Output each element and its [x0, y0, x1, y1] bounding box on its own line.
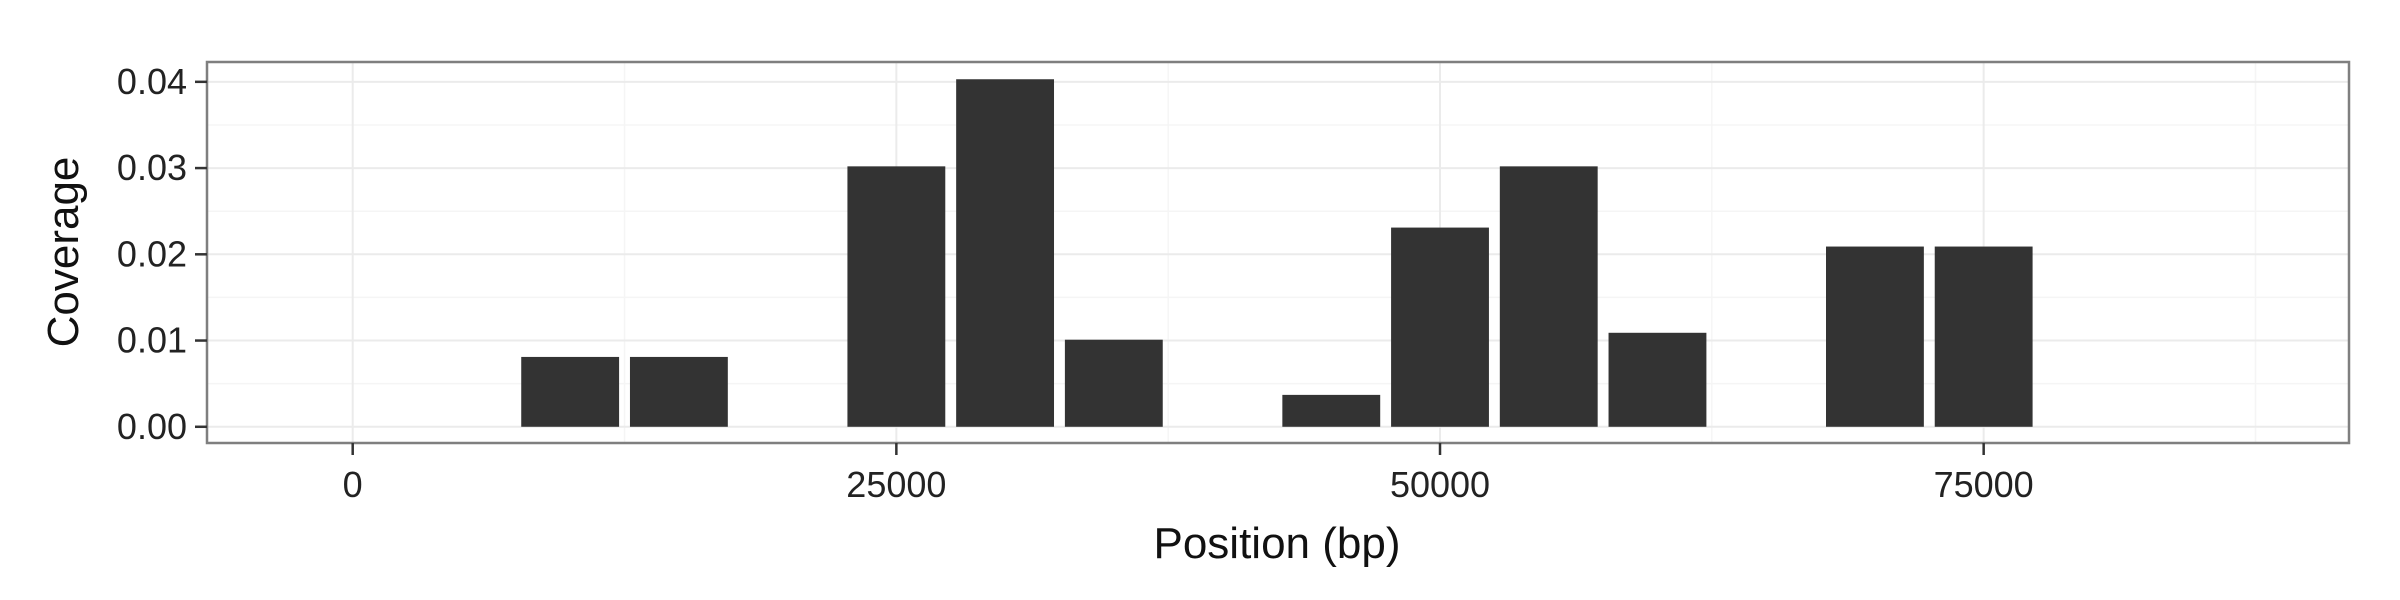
bar-75000: [1934, 246, 2033, 427]
y-tick-label: 0.01: [117, 320, 187, 361]
bar-30000: [956, 79, 1055, 427]
bar-45000: [1282, 394, 1381, 427]
bar-70000: [1826, 246, 1924, 427]
bar-10000: [521, 356, 620, 427]
bar-35000: [1064, 339, 1163, 427]
bar-50000: [1391, 227, 1489, 427]
x-tick-label: 25000: [846, 464, 946, 505]
plot-panel-border: [205, 60, 2351, 445]
bars-layer: [521, 79, 2033, 427]
ticks-layer: 0.00 0.01 0.02 0.03 0.04 0 25000 50000 75000: [117, 61, 2034, 505]
x-tick-label: 75000: [1934, 464, 2034, 505]
y-tick-label: 0.00: [117, 406, 187, 447]
y-tick-label: 0.02: [117, 233, 187, 274]
bar-60000: [1608, 332, 1707, 427]
bar-25000: [847, 166, 946, 427]
bar-55000: [1499, 166, 1598, 427]
x-tick-label: 0: [343, 464, 363, 505]
y-tick-label: 0.03: [117, 147, 187, 188]
y-axis-title: Coverage: [39, 157, 88, 348]
bar-15000: [629, 356, 728, 427]
y-tick-label: 0.04: [117, 61, 187, 102]
x-tick-label: 50000: [1390, 464, 1490, 505]
x-axis-title: Position (bp): [1153, 519, 1400, 568]
